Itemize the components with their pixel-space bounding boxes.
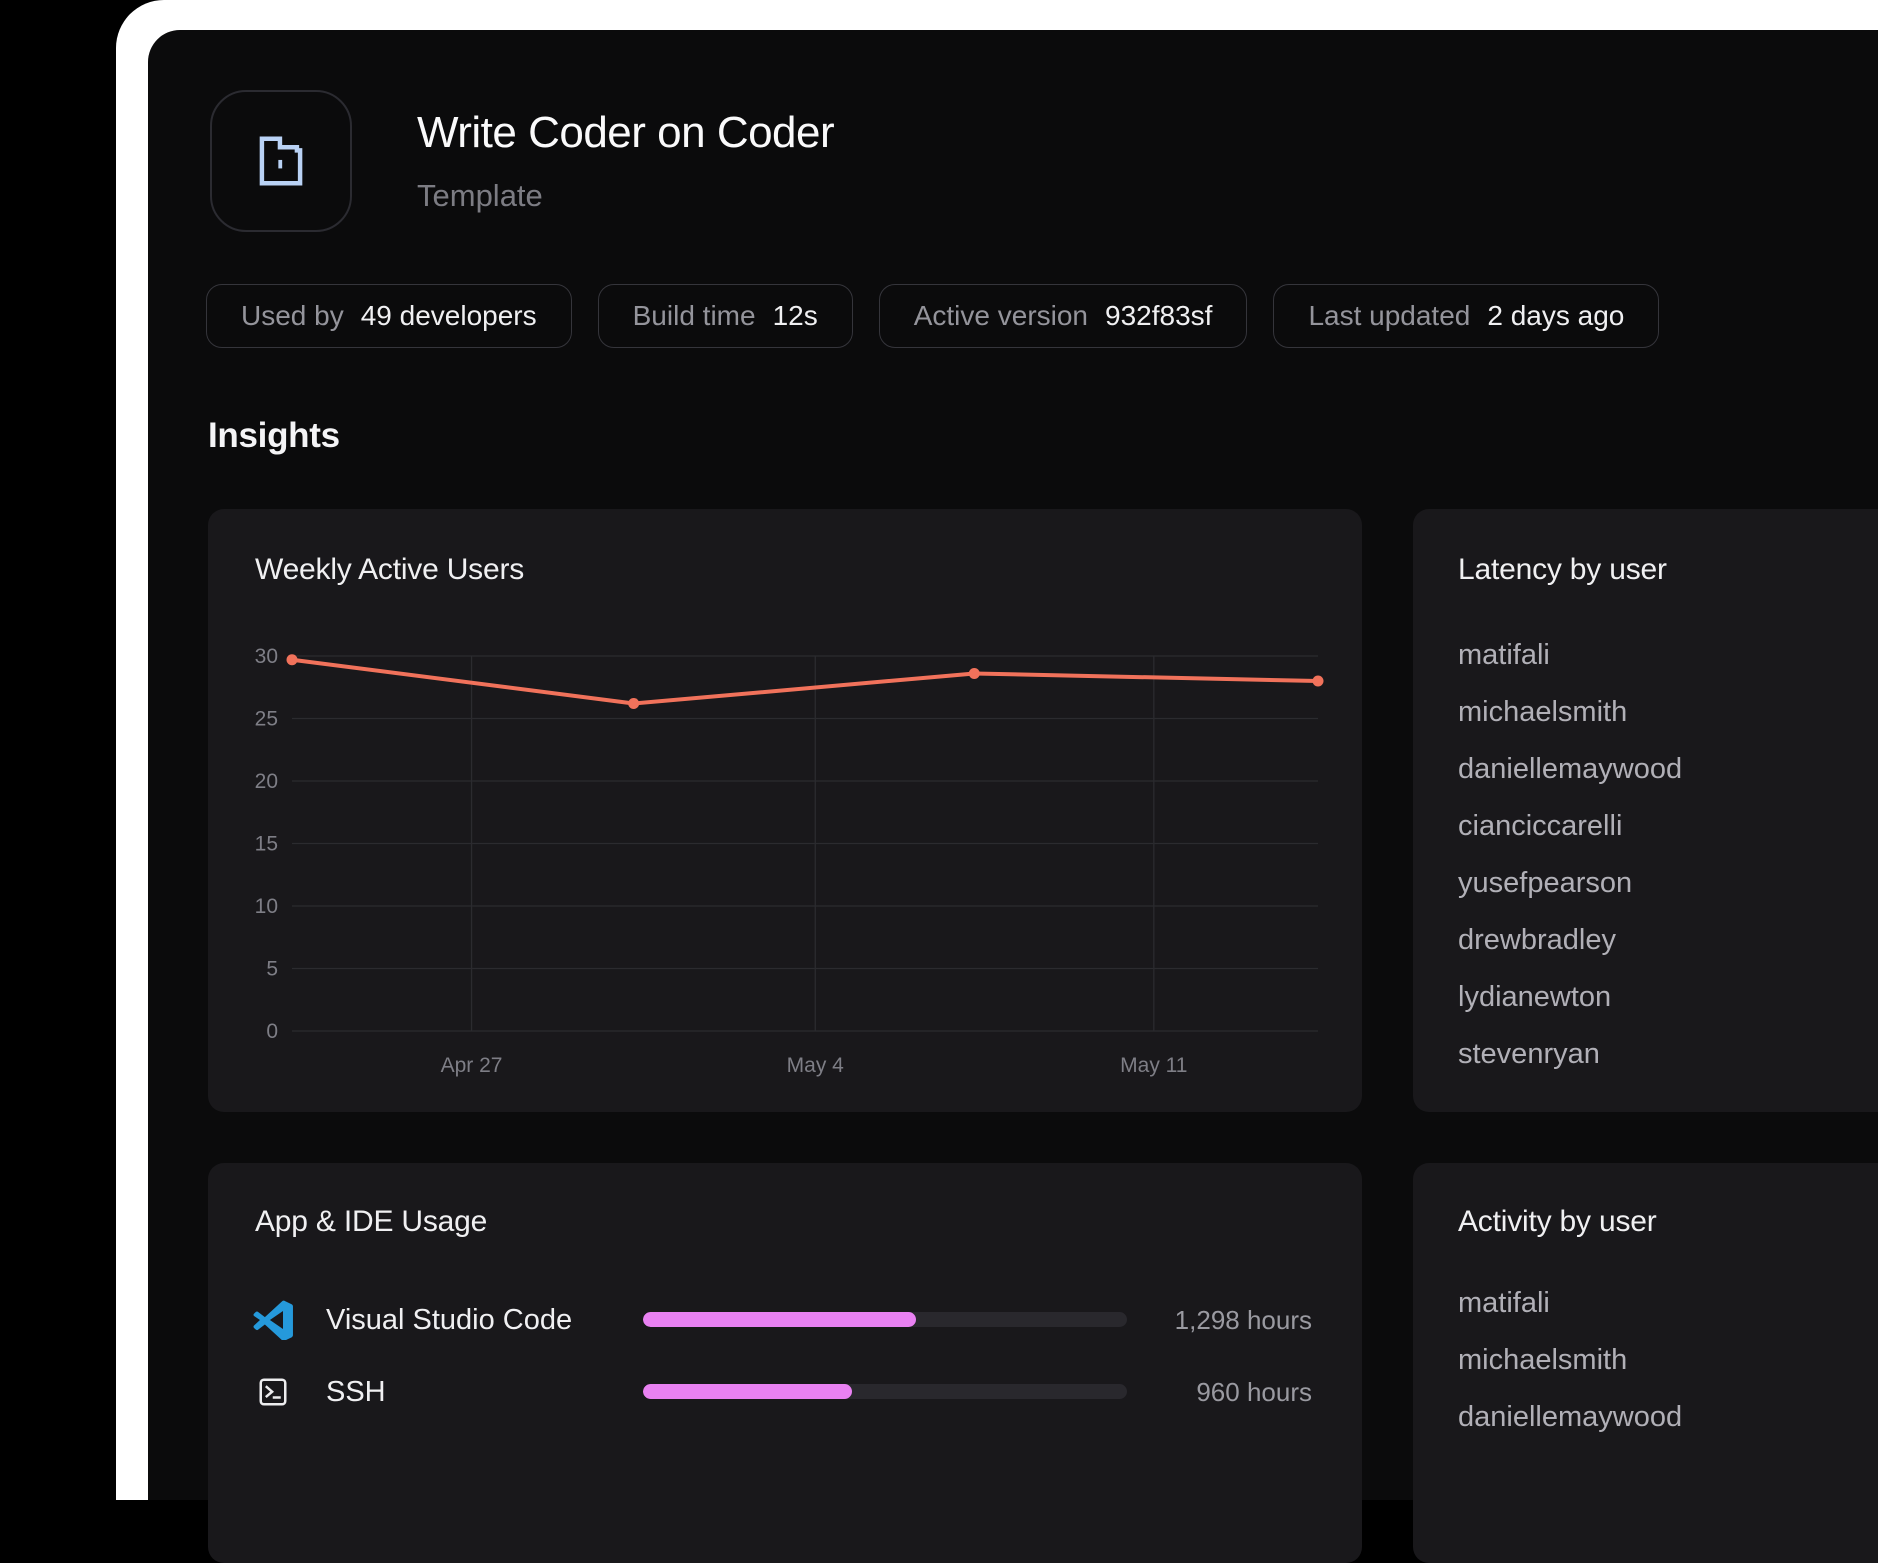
wau-chart-svg: 0 5 10 15 20 25 30 Apr 27 May 4 May 11 (255, 645, 1324, 1077)
svg-text:15: 15 (255, 833, 278, 856)
activity-user-list: matifali michaelsmith daniellemaywood (1458, 1275, 1682, 1446)
svg-text:20: 20 (255, 770, 278, 793)
app-name: SSH (326, 1376, 386, 1408)
template-icon-box (210, 90, 352, 232)
svg-text:0: 0 (266, 1020, 278, 1043)
activity-user: michaelsmith (1458, 1344, 1628, 1376)
activity-user: matifali (1458, 1287, 1550, 1319)
stat-value: 932f83sf (1105, 300, 1213, 331)
latency-user: yusefpearson (1458, 867, 1633, 899)
usage-hours: 1,298 hours (1174, 1305, 1312, 1335)
activity-by-user-card: Activity by user matifali michaelsmith d… (1413, 1163, 1878, 1563)
usage-bar-fill (643, 1384, 853, 1399)
latency-user: cianciccarelli (1458, 810, 1623, 842)
stat-label: Last updated (1308, 300, 1471, 331)
usage-bar-track (643, 1312, 1127, 1327)
weekly-active-users-card: Weekly Active Users 0 5 10 15 20 25 30 Apr 27 Ma… (208, 509, 1362, 1112)
stat-label: Active version (913, 300, 1089, 331)
latency-user: matifali (1458, 639, 1550, 671)
vscode-icon (253, 1300, 293, 1340)
app-ide-usage-card: App & IDE Usage Visual Studio Code 1,298… (208, 1163, 1362, 1563)
svg-text:5: 5 (266, 958, 278, 981)
stats-row: Used by 49 developers Build time 12s Act… (206, 284, 1660, 348)
latency-user: daniellemaywood (1458, 753, 1683, 785)
page-title: Write Coder on Coder (417, 108, 835, 157)
svg-text:25: 25 (255, 708, 278, 731)
insights-heading: Insights (208, 416, 340, 455)
terminal-icon (259, 1378, 287, 1406)
svg-text:May 4: May 4 (787, 1054, 845, 1077)
latency-by-user-card: Latency by user matifali michaelsmith da… (1413, 509, 1878, 1112)
activity-by-user-title: Activity by user (1458, 1205, 1657, 1238)
latency-user: lydianewton (1458, 981, 1612, 1013)
usage-row-vscode: Visual Studio Code 1,298 hours (208, 1296, 1362, 1344)
app-ide-usage-title: App & IDE Usage (255, 1205, 488, 1238)
usage-hours: 960 hours (1196, 1377, 1312, 1407)
latency-user: drewbradley (1458, 924, 1616, 956)
app-panel: Write Coder on Coder Template Used by 49… (148, 30, 1878, 1563)
svg-text:10: 10 (255, 895, 278, 918)
page-subtitle: Template (417, 178, 543, 213)
latency-by-user-title: Latency by user (1458, 553, 1667, 586)
stat-pill-last-updated: Last updated 2 days ago (1273, 284, 1660, 348)
svg-text:Apr 27: Apr 27 (441, 1054, 503, 1077)
app-name: Visual Studio Code (326, 1304, 573, 1336)
usage-row-ssh: SSH 960 hours (208, 1368, 1362, 1416)
latency-user-list: matifali michaelsmith daniellemaywood ci… (1458, 627, 1682, 1083)
stat-value: 2 days ago (1487, 300, 1625, 331)
weekly-active-users-title: Weekly Active Users (255, 553, 525, 586)
svg-text:May 11: May 11 (1120, 1054, 1187, 1077)
activity-user: daniellemaywood (1458, 1401, 1683, 1433)
svg-text:30: 30 (255, 645, 278, 668)
template-folder-icon (259, 136, 303, 186)
stat-pill-used-by: Used by 49 developers (206, 284, 572, 348)
stat-pill-active-version: Active version 932f83sf (878, 284, 1248, 348)
stat-label: Build time (632, 300, 756, 331)
latency-user: stevenryan (1458, 1038, 1600, 1070)
stat-value: 49 developers (360, 300, 537, 331)
usage-bar-track (643, 1384, 1127, 1399)
stat-value: 12s (772, 300, 818, 331)
usage-bar-fill (643, 1312, 917, 1327)
latency-user: michaelsmith (1458, 696, 1628, 728)
stat-pill-build-time: Build time 12s (597, 284, 853, 348)
stat-label: Used by (241, 300, 344, 331)
